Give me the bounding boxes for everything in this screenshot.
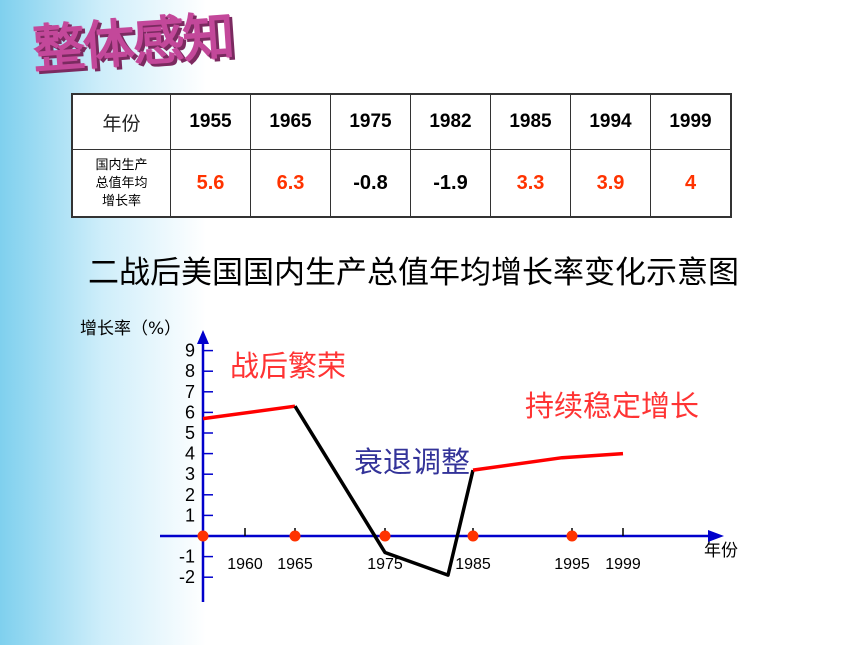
table-cell-year: 1965 [250,93,331,150]
data-table: 年份 1955 1965 1975 1982 1985 1994 1999 国内… [71,93,732,218]
y-axis-arrow [197,330,209,344]
table-cell-rate: -1.9 [410,149,491,218]
table-header-rate-line: 增长率 [101,193,141,208]
annotation-label: 衰退调整 [354,445,470,479]
y-tick-label: 5 [185,423,195,443]
y-tick-label: 1 [185,505,195,525]
table-cell-year: 1985 [490,93,571,150]
axis-marker [467,530,479,542]
axis-marker [379,530,391,542]
series-line [202,404,296,421]
x-tick-label: 1995 [554,556,590,573]
table-row-year: 年份 1955 1965 1975 1982 1985 1994 1999 [71,93,732,150]
axis-marker [566,530,578,542]
x-axis-arrow [708,530,724,542]
axis-marker [197,530,209,542]
x-tick-label: 1960 [227,556,263,573]
x-axis-label: 年份 [704,541,738,561]
table-header-rate-line: 总值年均 [95,175,148,190]
y-tick-label: 3 [185,464,195,484]
y-axis-label: 增长率（%） [80,319,181,339]
y-tick-label: 7 [185,382,195,402]
table-header-rate: 国内生产 总值年均 增长率 [71,149,171,218]
table-header-rate-line: 国内生产 [95,157,148,172]
annotation-label: 持续稳定增长 [525,389,699,423]
y-tick-label: 4 [185,444,195,464]
y-tick-label: 9 [185,341,195,361]
table-cell-rate: 3.3 [490,149,571,218]
x-tick-label: 1985 [455,556,491,573]
table-cell-rate: -0.8 [330,149,411,218]
y-tick-label: 8 [185,361,195,381]
y-tick-label: -2 [179,567,195,587]
y-tick-label: 6 [185,402,195,422]
annotation-label: 战后繁荣 [230,349,346,383]
chart-title: 二战后美国国内生产总值年均增长率变化示意图 [88,255,739,291]
table-cell-rate: 5.6 [170,149,251,218]
axis-marker [289,530,301,542]
table-cell-year: 1999 [650,93,732,150]
x-tick-label: 1975 [367,556,403,573]
series-line [293,405,475,577]
table-row-rate: 国内生产 总值年均 增长率 5.6 6.3 -0.8 -1.9 3.3 3.9 … [71,149,732,218]
x-tick-label: 1999 [605,556,641,573]
table-cell-rate: 3.9 [570,149,651,218]
series-line [472,451,624,472]
y-tick-label: 2 [185,485,195,505]
y-tick-label: -1 [179,547,195,567]
x-tick-label: 1965 [277,556,313,573]
table-cell-rate: 4 [650,149,732,218]
table-cell-year: 1994 [570,93,651,150]
